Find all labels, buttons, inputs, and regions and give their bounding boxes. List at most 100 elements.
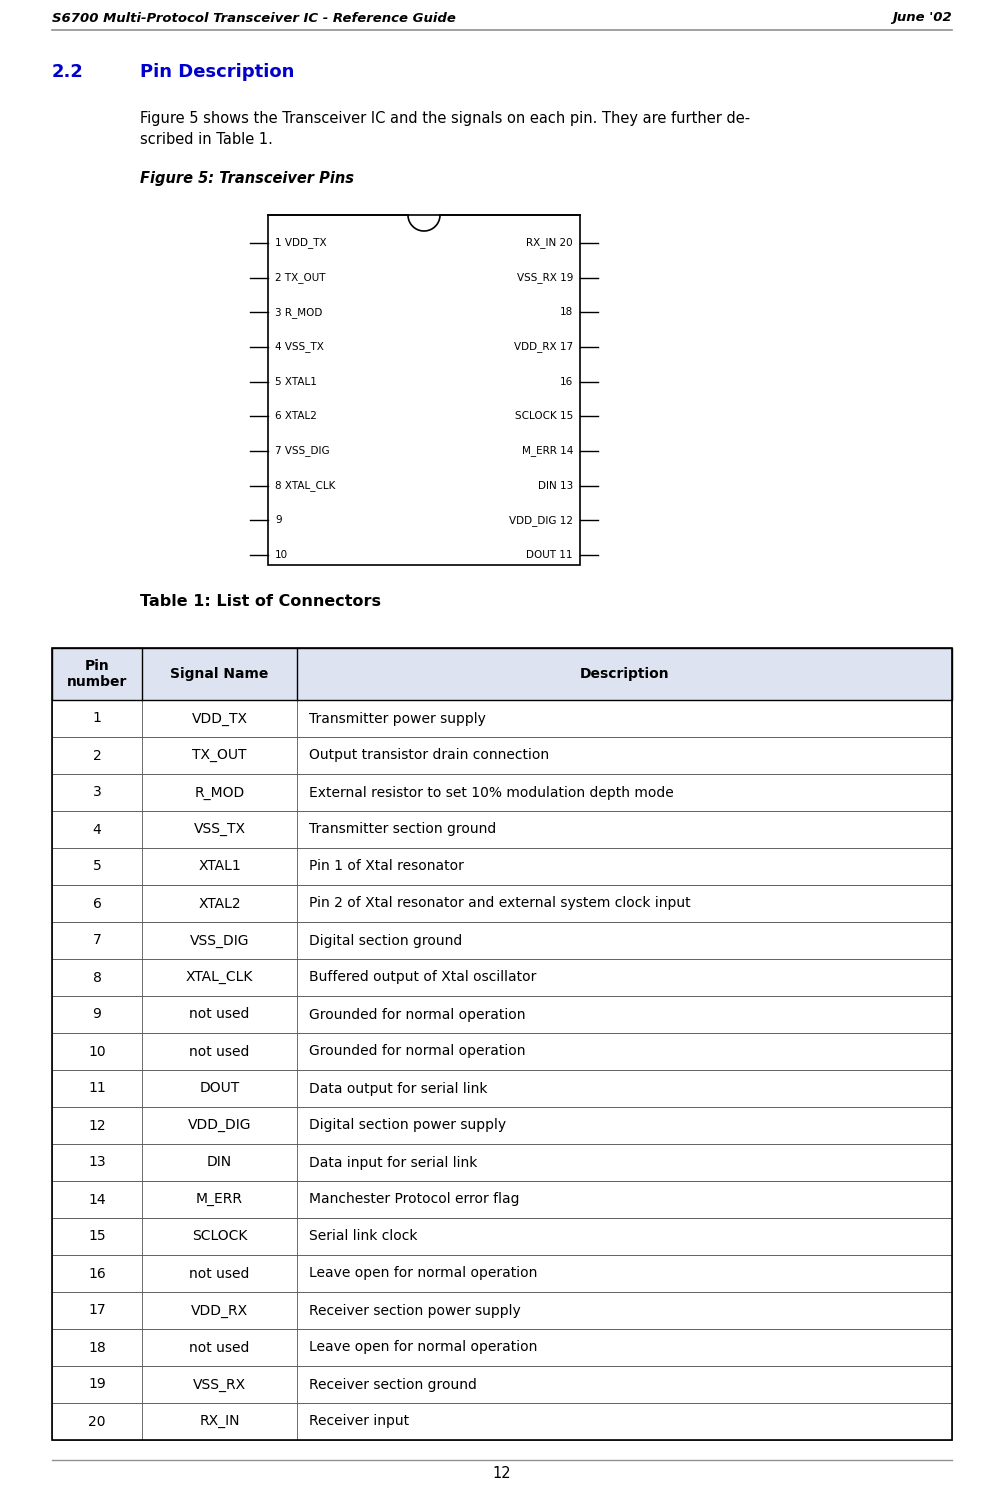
Text: M_ERR: M_ERR bbox=[196, 1192, 243, 1207]
Text: 2.2: 2.2 bbox=[52, 62, 84, 82]
Text: 9: 9 bbox=[275, 516, 282, 526]
Text: Data input for serial link: Data input for serial link bbox=[309, 1156, 476, 1169]
Text: not used: not used bbox=[190, 1045, 250, 1058]
Bar bbox=[52, 1070, 951, 1107]
Text: Receiver section ground: Receiver section ground bbox=[309, 1378, 476, 1391]
Bar bbox=[52, 958, 951, 996]
Text: 18: 18 bbox=[88, 1340, 105, 1355]
Text: Signal Name: Signal Name bbox=[171, 667, 269, 681]
Text: 12: 12 bbox=[492, 1467, 511, 1482]
Text: 18: 18 bbox=[560, 308, 573, 318]
Text: VDD_TX: VDD_TX bbox=[192, 712, 248, 725]
Text: Pin Description: Pin Description bbox=[139, 62, 294, 82]
Bar bbox=[52, 811, 951, 849]
Text: 13: 13 bbox=[88, 1156, 105, 1169]
Text: 6 XTAL2: 6 XTAL2 bbox=[275, 412, 317, 422]
Text: scribed in Table 1.: scribed in Table 1. bbox=[139, 132, 273, 147]
Text: Leave open for normal operation: Leave open for normal operation bbox=[309, 1266, 537, 1281]
Text: not used: not used bbox=[190, 1266, 250, 1281]
Text: R_MOD: R_MOD bbox=[195, 786, 245, 799]
Bar bbox=[52, 921, 951, 958]
Text: External resistor to set 10% modulation depth mode: External resistor to set 10% modulation … bbox=[309, 786, 673, 799]
Text: Digital section ground: Digital section ground bbox=[309, 933, 461, 948]
Text: 5 XTAL1: 5 XTAL1 bbox=[275, 376, 317, 386]
Text: XTAL_CLK: XTAL_CLK bbox=[186, 970, 253, 985]
Text: Output transistor drain connection: Output transistor drain connection bbox=[309, 749, 549, 762]
Bar bbox=[52, 1219, 951, 1256]
Text: RX_IN: RX_IN bbox=[199, 1415, 240, 1428]
Text: S6700 Multi-Protocol Transceiver IC - Reference Guide: S6700 Multi-Protocol Transceiver IC - Re… bbox=[52, 12, 455, 24]
Text: Figure 5 shows the Transceiver IC and the signals on each pin. They are further : Figure 5 shows the Transceiver IC and th… bbox=[139, 110, 749, 125]
Bar bbox=[52, 1033, 951, 1070]
Text: VDD_RX: VDD_RX bbox=[191, 1303, 248, 1318]
Text: VDD_DIG 12: VDD_DIG 12 bbox=[509, 514, 573, 526]
Text: 11: 11 bbox=[88, 1082, 105, 1095]
Text: DIN: DIN bbox=[207, 1156, 232, 1169]
Text: DIN 13: DIN 13 bbox=[538, 480, 573, 490]
Bar bbox=[52, 1144, 951, 1181]
Bar bbox=[52, 1256, 951, 1291]
Bar bbox=[52, 1181, 951, 1219]
Text: Manchester Protocol error flag: Manchester Protocol error flag bbox=[309, 1192, 519, 1207]
Text: 7 VSS_DIG: 7 VSS_DIG bbox=[275, 446, 329, 456]
Text: Table 1: List of Connectors: Table 1: List of Connectors bbox=[139, 594, 380, 609]
Bar bbox=[52, 849, 951, 886]
Text: VDD_RX 17: VDD_RX 17 bbox=[514, 342, 573, 352]
Text: Pin 1 of Xtal resonator: Pin 1 of Xtal resonator bbox=[309, 859, 463, 874]
Text: 20: 20 bbox=[88, 1415, 105, 1428]
Text: Pin 2 of Xtal resonator and external system clock input: Pin 2 of Xtal resonator and external sys… bbox=[309, 896, 690, 911]
Text: 2 TX_OUT: 2 TX_OUT bbox=[275, 272, 325, 284]
Text: Pin
number: Pin number bbox=[67, 658, 127, 690]
Text: 6: 6 bbox=[92, 896, 101, 911]
Bar bbox=[52, 1291, 951, 1328]
Text: VSS_DIG: VSS_DIG bbox=[190, 933, 249, 948]
Text: SCLOCK: SCLOCK bbox=[192, 1229, 247, 1244]
Bar bbox=[52, 1366, 951, 1403]
Text: not used: not used bbox=[190, 1008, 250, 1021]
Text: XTAL1: XTAL1 bbox=[198, 859, 241, 874]
Text: VSS_RX: VSS_RX bbox=[193, 1378, 246, 1391]
Text: VSS_RX 19: VSS_RX 19 bbox=[517, 272, 573, 284]
Text: 10: 10 bbox=[275, 550, 288, 560]
Text: 3: 3 bbox=[92, 786, 101, 799]
Text: 8: 8 bbox=[92, 970, 101, 985]
Text: Figure 5: Transceiver Pins: Figure 5: Transceiver Pins bbox=[139, 171, 354, 186]
Text: TX_OUT: TX_OUT bbox=[192, 749, 247, 762]
Text: DOUT 11: DOUT 11 bbox=[526, 550, 573, 560]
Text: 10: 10 bbox=[88, 1045, 105, 1058]
Bar bbox=[52, 648, 951, 700]
Bar bbox=[268, 215, 580, 565]
Text: 7: 7 bbox=[92, 933, 101, 948]
Text: Transmitter power supply: Transmitter power supply bbox=[309, 712, 485, 725]
Text: 4 VSS_TX: 4 VSS_TX bbox=[275, 342, 324, 352]
Text: Buffered output of Xtal oscillator: Buffered output of Xtal oscillator bbox=[309, 970, 536, 985]
Text: 2: 2 bbox=[92, 749, 101, 762]
Bar bbox=[52, 1107, 951, 1144]
Text: Grounded for normal operation: Grounded for normal operation bbox=[309, 1045, 525, 1058]
Text: 1 VDD_TX: 1 VDD_TX bbox=[275, 238, 326, 248]
Bar bbox=[52, 996, 951, 1033]
Text: June '02: June '02 bbox=[892, 12, 951, 24]
Text: Receiver input: Receiver input bbox=[309, 1415, 408, 1428]
Text: Data output for serial link: Data output for serial link bbox=[309, 1082, 487, 1095]
Text: 1: 1 bbox=[92, 712, 101, 725]
Text: VSS_TX: VSS_TX bbox=[194, 822, 246, 837]
Text: VDD_DIG: VDD_DIG bbox=[188, 1119, 251, 1132]
Text: Digital section power supply: Digital section power supply bbox=[309, 1119, 506, 1132]
Text: 16: 16 bbox=[88, 1266, 105, 1281]
Text: XTAL2: XTAL2 bbox=[198, 896, 241, 911]
Text: 19: 19 bbox=[88, 1378, 105, 1391]
Text: 17: 17 bbox=[88, 1303, 105, 1318]
Text: Receiver section power supply: Receiver section power supply bbox=[309, 1303, 521, 1318]
Text: Description: Description bbox=[579, 667, 669, 681]
Bar bbox=[52, 1403, 951, 1440]
Text: RX_IN 20: RX_IN 20 bbox=[526, 238, 573, 248]
Text: 8 XTAL_CLK: 8 XTAL_CLK bbox=[275, 480, 335, 490]
Text: SCLOCK 15: SCLOCK 15 bbox=[515, 412, 573, 422]
Text: Grounded for normal operation: Grounded for normal operation bbox=[309, 1008, 525, 1021]
Text: not used: not used bbox=[190, 1340, 250, 1355]
Bar bbox=[52, 774, 951, 811]
Text: 14: 14 bbox=[88, 1192, 105, 1207]
Text: 5: 5 bbox=[92, 859, 101, 874]
Text: 16: 16 bbox=[560, 376, 573, 386]
